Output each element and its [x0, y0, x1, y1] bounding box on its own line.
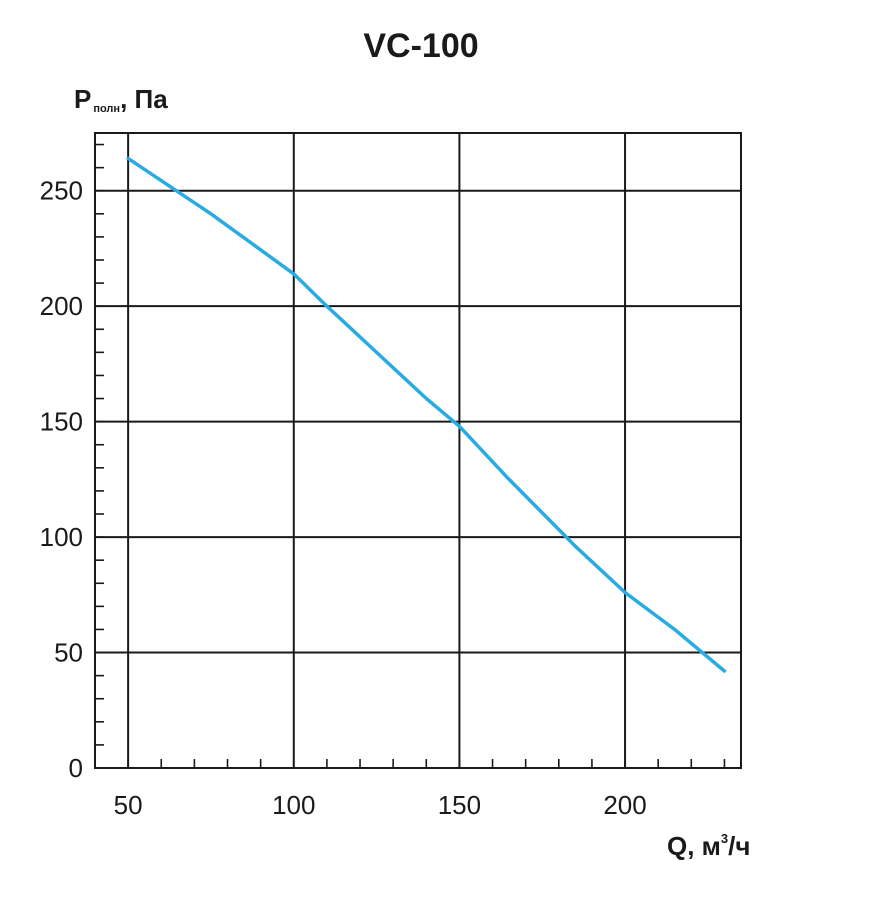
grid [95, 133, 741, 768]
y-tick-label: 50 [54, 638, 83, 668]
x-tick-label: 200 [603, 790, 646, 820]
tick-labels: 50 100 150 200 0 50 100 150 200 250 [40, 176, 647, 820]
y-tick-label: 250 [40, 176, 83, 206]
chart-title: VC-100 [363, 27, 478, 65]
x-axis-label-superscript: 3 [721, 831, 728, 846]
y-tick-label: 150 [40, 407, 83, 437]
x-axis-label-unit: /ч [728, 831, 750, 861]
y-tick-label: 100 [40, 522, 83, 552]
y-tick-label: 200 [40, 291, 83, 321]
y-axis-label-unit: , Па [120, 84, 168, 114]
series-line [126, 156, 727, 673]
y-axis-label-subscript: полн [93, 103, 120, 115]
series-layer [126, 156, 727, 673]
x-tick-label: 50 [114, 790, 143, 820]
y-tick-label: 0 [69, 753, 83, 783]
plot-frame [94, 132, 742, 769]
x-axis-label: Q, м3/ч [667, 831, 750, 861]
minor-ticks [94, 143, 726, 769]
x-tick-label: 150 [438, 790, 481, 820]
x-axis-label-main: Q, м [667, 831, 721, 861]
y-axis-label-main: P [74, 84, 91, 114]
x-tick-label: 100 [272, 790, 315, 820]
